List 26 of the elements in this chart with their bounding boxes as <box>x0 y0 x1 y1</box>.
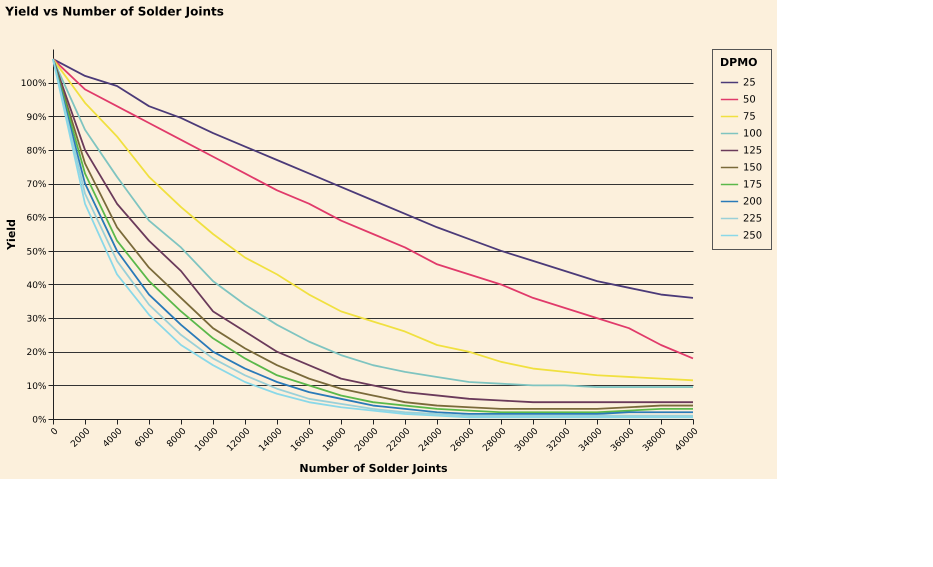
y-tick-label: 70% <box>26 180 47 190</box>
legend-label: 150 <box>743 162 762 174</box>
legend-label: 125 <box>743 146 762 156</box>
y-tick-label: 40% <box>26 280 47 291</box>
x-axis-title: Number of Solder Joints <box>299 462 448 476</box>
y-tick-label: 90% <box>26 112 47 123</box>
legend-label: 250 <box>743 230 762 242</box>
y-tick-label: 60% <box>26 214 47 224</box>
legend-label: 225 <box>743 214 762 224</box>
y-tick-label: 20% <box>26 348 47 358</box>
y-axis-title: Yield <box>4 219 18 251</box>
y-tick-label: 30% <box>26 314 47 325</box>
chart-title: Yield vs Number of Solder Joints <box>4 4 224 18</box>
x-tick-label: 0 <box>49 426 61 438</box>
legend-title: DPMO <box>720 56 758 69</box>
legend-label: 75 <box>743 112 756 122</box>
y-tick-label: 100% <box>20 79 47 90</box>
y-tick-label: 0% <box>32 416 47 426</box>
legend-label: 200 <box>743 196 762 208</box>
legend-label: 100 <box>743 128 762 140</box>
legend-label: 50 <box>743 94 756 106</box>
y-tick-label: 80% <box>26 146 47 156</box>
legend-label: 175 <box>743 180 762 190</box>
y-tick-label: 10% <box>26 382 47 392</box>
legend-label: 25 <box>743 78 756 88</box>
y-tick-label: 50% <box>26 247 47 258</box>
